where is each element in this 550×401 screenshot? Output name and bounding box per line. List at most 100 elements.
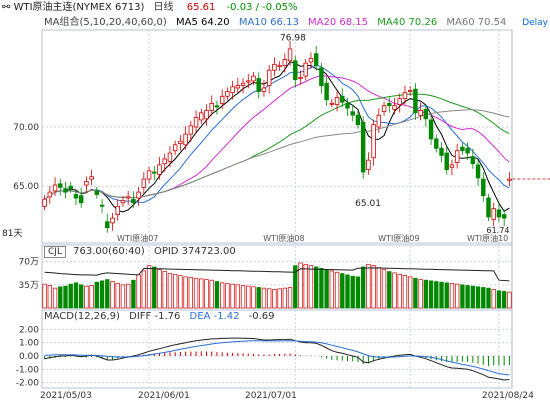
macd-indicator-button[interactable]: MACD(12,26,9) [44,311,120,322]
candle-body [94,190,100,195]
last-price: 65.61 [186,2,216,13]
candle-body [277,65,282,68]
volume-bar [501,291,507,309]
volume-bar [204,279,209,309]
ma40-label: MA40 70.26 [377,17,438,28]
panel-frame [41,29,513,244]
candle-body [146,170,152,180]
volume-bar [188,277,194,309]
candle-body [308,58,314,63]
candle-body [293,60,298,81]
volume-bar [110,281,115,309]
candle-body [360,121,366,173]
volume-bar [507,291,512,309]
volume-bar [460,284,465,309]
volume-bar [178,275,183,309]
candle-body [486,197,491,218]
contract-label: WTI原油07 [117,233,158,243]
volume-bar [486,287,491,309]
volume-bar [167,273,173,309]
candle-body [439,147,444,156]
cjl-indicator-button[interactable]: CJL [44,246,66,258]
contract-label: WTI原油10 [467,233,508,243]
contract-label: WTI原油08 [263,233,304,243]
volume-bar [465,285,470,309]
volume-bar [319,267,324,309]
candle-body [444,152,449,171]
volume-bar [209,279,214,309]
volume-bar [261,287,267,309]
candle-body [392,105,397,110]
volume-bar [470,285,476,309]
candle-body [428,119,434,140]
volume-bar [58,286,63,309]
volume-bar [68,283,73,309]
candle-body [89,176,94,180]
candle-body [136,191,141,199]
candle-body [42,198,47,207]
volume-bar [360,266,366,309]
macd-dea-line [44,340,510,376]
volume-bar [266,288,272,309]
candle-body [141,178,147,188]
candle-body [423,108,429,120]
price-tick-label: 70.00 [13,123,39,133]
price-tick-label: 65.00 [13,182,39,192]
ma5-line [44,61,510,213]
volume-bar [282,287,288,309]
candle-body [501,214,507,219]
period-label[interactable]: 日线 [153,2,174,13]
candle-body [272,63,277,71]
candle-body [167,152,173,162]
macd-tick-label: 0.00 [19,352,39,362]
ma-legend: MA组合(5,10,20,40,60,0) MA5 64.20 MA10 66.… [0,16,550,30]
volume-bar [434,281,439,309]
volume-bar [141,270,147,309]
volume-bar [350,275,355,309]
volume-bar [345,274,350,309]
volume-bar [272,289,277,309]
volume-bar [125,283,131,309]
volume-bar [105,279,110,309]
candle-body [324,82,329,101]
macd-legend: MACD(12,26,9) DIFF -1.76 DEA -1.42 -0.69 [0,310,550,324]
candle-body [475,164,481,179]
candle-body [105,221,110,229]
volume-bar [52,287,58,309]
candle-body [235,85,241,89]
candle-body [381,105,387,113]
candle-body [287,48,293,62]
candle-body [120,199,126,204]
candle-body [345,102,350,109]
days-annotation: 81天 [2,229,22,239]
candle-body [63,188,68,193]
candle-body [209,102,214,111]
candle-body [251,75,256,82]
cjl-opid: OPID 374723.00 [153,246,236,257]
volume-bar [99,280,105,309]
volume-bar [120,284,126,309]
contract-label: WTI原油09 [378,233,419,243]
volume-bar [251,286,256,309]
volume-bar [439,281,444,309]
candle-body [449,164,455,168]
candle-body [225,91,230,97]
date-tick-label: 2021/06/01 [138,391,190,401]
candle-body [214,105,220,108]
macd-tick-label: 1.00 [19,339,39,349]
candle-body [199,112,204,121]
candle-body [246,80,251,83]
instrument-name[interactable]: WTI原油主连(NYMEX 6713) [13,2,145,13]
volume-bar [418,279,423,309]
volume-bar [376,267,382,309]
ma-combo-label[interactable]: MA组合(5,10,20,40,60,0) [44,17,167,28]
candle-body [334,97,340,105]
candle-body [152,171,157,174]
candle-body [84,181,89,186]
volume-bar [136,274,141,309]
volume-bar [366,263,371,309]
ma5-label: MA5 64.20 [175,17,230,28]
candle-body [125,196,131,199]
volume-bar [475,286,481,309]
